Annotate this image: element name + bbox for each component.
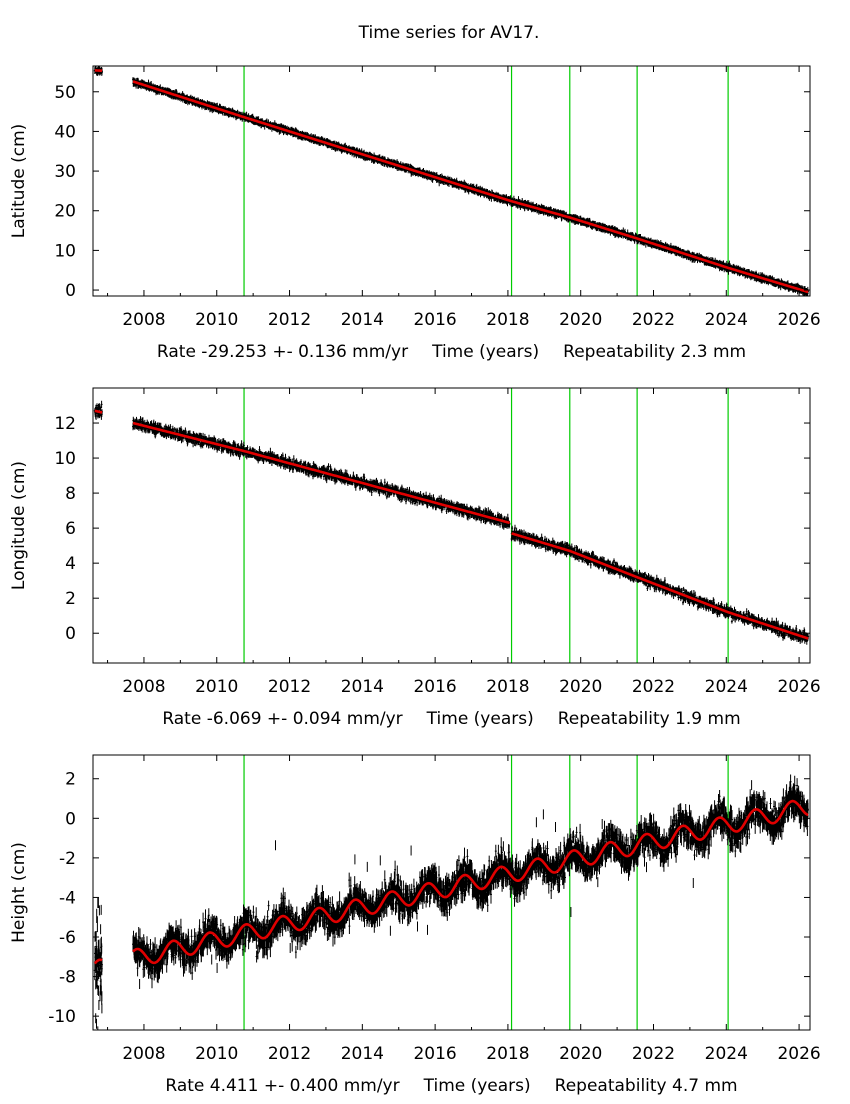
y-axis-label: Longitude (cm) [9,461,29,590]
y-tick-label: 20 [54,202,76,222]
y-tick-label: 10 [54,449,76,469]
x-tick-label: 2016 [413,677,456,697]
y-tick-label: -10 [48,1007,76,1027]
x-tick-label: 2016 [413,310,456,330]
x-tick-label: 2022 [632,677,675,697]
x-axis-label: Time (years) [423,1076,531,1096]
x-tick-label: 2014 [341,677,384,697]
x-tick-label: 2026 [777,1044,820,1064]
y-tick-label: -2 [59,849,76,869]
data-scatter [132,775,809,990]
x-axis-label: Time (years) [431,342,539,362]
x-tick-label: 2008 [122,310,165,330]
x-tick-label: 2022 [632,310,675,330]
x-tick-label: 2024 [705,310,748,330]
data-points [94,401,809,645]
x-tick-label: 2010 [195,677,238,697]
x-tick-label: 2012 [268,310,311,330]
y-tick-label: 6 [65,519,76,539]
plot-frame [93,388,810,663]
x-tick-label: 2012 [268,1044,311,1064]
x-axis-label: Time (years) [426,709,534,729]
y-tick-label: 50 [54,83,76,103]
y-tick-label: 0 [65,809,76,829]
figure-title: Time series for AV17. [358,23,540,43]
model-curve-2 [133,423,510,523]
repeatability-label: Repeatability 1.9 mm [558,709,741,729]
x-tick-label: 2020 [559,1044,602,1064]
y-tick-label: 2 [65,589,76,609]
x-tick-label: 2014 [341,310,384,330]
x-tick-label: 2026 [777,677,820,697]
y-tick-label: -4 [59,888,76,908]
y-tick-label: 0 [65,624,76,644]
y-tick-label: -6 [59,928,76,948]
data-scatter [94,898,103,1045]
x-tick-label: 2022 [632,1044,675,1064]
x-axis-caption: Rate 4.411 +- 0.400 mm/yr Time (years) Rep… [165,1076,737,1096]
x-tick-label: 2026 [777,310,820,330]
x-tick-label: 2012 [268,677,311,697]
data-segment-2 [132,775,809,990]
x-axis-caption: Rate -6.069 +- 0.094 mm/yr Time (years) Re… [162,709,740,729]
x-tick-label: 2016 [413,1044,456,1064]
y-tick-label: 40 [54,122,76,142]
x-tick-label: 2008 [122,677,165,697]
model-curve-1 [95,411,102,413]
y-tick-label: 12 [54,414,76,434]
repeatability-label: Repeatability 4.7 mm [555,1076,738,1096]
x-tick-label: 2018 [486,1044,529,1064]
y-tick-label: 0 [65,281,76,301]
x-tick-label: 2020 [559,677,602,697]
data-segment-1 [94,898,103,1045]
rate-label: Rate -29.253 +- 0.136 mm/yr [157,342,408,362]
x-tick-label: 2024 [705,677,748,697]
x-tick-label: 2008 [122,1044,165,1064]
x-tick-label: 2010 [195,1044,238,1064]
y-tick-label: 2 [65,770,76,790]
x-tick-label: 2020 [559,310,602,330]
rate-label: Rate -6.069 +- 0.094 mm/yr [162,709,402,729]
x-tick-label: 2024 [705,1044,748,1064]
x-tick-label: 2018 [486,310,529,330]
rate-label: Rate 4.411 +- 0.400 mm/yr [165,1076,399,1096]
x-axis-caption: Rate -29.253 +- 0.136 mm/yr Time (years) R… [157,342,746,362]
y-axis-label: Latitude (cm) [9,124,29,239]
y-axis-label: Height (cm) [9,842,29,943]
y-tick-label: -8 [59,968,76,988]
y-tick-label: 8 [65,484,76,504]
y-tick-label: 10 [54,241,76,261]
y-tick-label: 30 [54,162,76,182]
data-points [94,775,809,1045]
panel-3: 2008 2010 2012 2014 2016 2018 2020 2022 2024 2026… [9,755,821,1096]
x-tick-label: 2010 [195,310,238,330]
x-tick-label: 2014 [341,1044,384,1064]
repeatability-label: Repeatability 2.3 mm [563,342,746,362]
y-tick-label: 4 [65,554,76,574]
x-tick-label: 2018 [486,677,529,697]
